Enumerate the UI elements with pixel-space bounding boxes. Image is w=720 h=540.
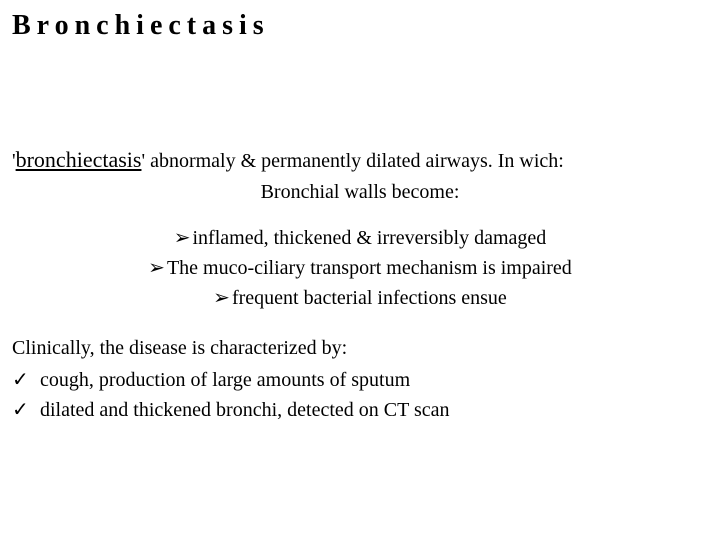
arrow-item-text: The muco-ciliary transport mechanism is … — [167, 257, 572, 279]
arrow-item: ➢The muco-ciliary transport mechanism is… — [12, 254, 708, 282]
definition-term: bronchiectasis — [16, 147, 142, 172]
arrow-item-text: inflamed, thickened & irreversibly damag… — [193, 227, 547, 249]
check-item: ✓dilated and thickened bronchi, detected… — [12, 396, 708, 424]
check-list: ✓cough, production of large amounts of s… — [12, 366, 708, 424]
arrow-icon: ➢ — [148, 257, 165, 279]
arrow-item: ➢inflamed, thickened & irreversibly dama… — [12, 224, 708, 252]
arrow-list: ➢inflamed, thickened & irreversibly dama… — [12, 224, 708, 312]
check-icon: ✓ — [12, 366, 40, 394]
arrow-item: ➢frequent bacterial infections ensue — [12, 284, 708, 312]
definition-subline: Bronchial walls become: — [12, 178, 708, 206]
check-item-text: dilated and thickened bronchi, detected … — [40, 399, 450, 421]
definition-line: 'bronchiectasis' abnormaly & permanently… — [12, 145, 708, 176]
slide-title: Bronchiectasis — [12, 10, 270, 42]
check-icon: ✓ — [12, 396, 40, 424]
arrow-icon: ➢ — [213, 287, 230, 309]
check-item-text: cough, production of large amounts of sp… — [40, 369, 410, 391]
arrow-item-text: frequent bacterial infections ensue — [232, 287, 507, 309]
arrow-icon: ➢ — [174, 227, 191, 249]
definition-rest: abnormaly & permanently dilated airways.… — [145, 150, 564, 172]
check-item: ✓cough, production of large amounts of s… — [12, 366, 708, 394]
slide-body: 'bronchiectasis' abnormaly & permanently… — [12, 145, 708, 426]
clinical-intro: Clinically, the disease is characterized… — [12, 334, 708, 362]
